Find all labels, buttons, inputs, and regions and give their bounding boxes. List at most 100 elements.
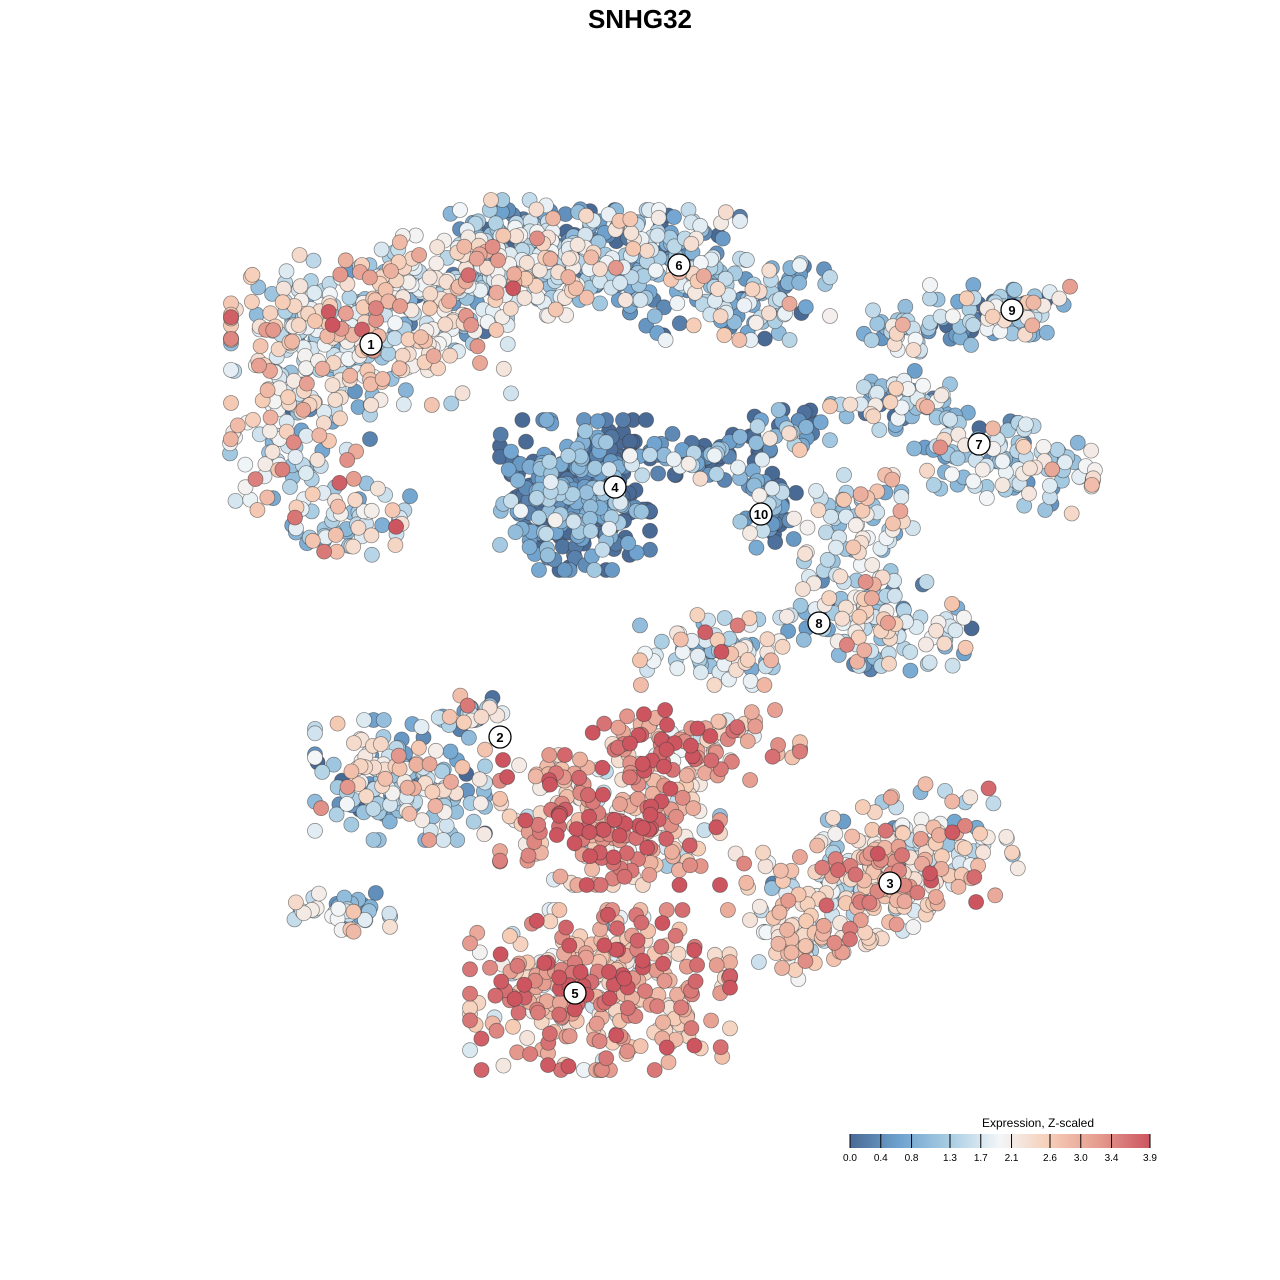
cell-point: [985, 420, 1001, 437]
cell-point: [865, 408, 882, 425]
cell-point: [443, 395, 460, 412]
cell-point: [512, 502, 529, 519]
cell-point: [685, 800, 702, 817]
cell-point: [786, 510, 802, 527]
cell-point: [619, 1000, 636, 1016]
cell-point: [434, 763, 451, 780]
cell-point: [592, 295, 608, 312]
cell-point: [601, 520, 617, 537]
cell-point: [1063, 505, 1080, 522]
cell-point: [538, 525, 555, 542]
cell-point: [460, 729, 477, 746]
cell-point: [339, 452, 356, 468]
cell-point: [880, 615, 896, 631]
cell-point: [596, 937, 613, 954]
cell-point: [424, 784, 441, 800]
cell-point: [957, 818, 973, 834]
cell-point: [919, 462, 935, 479]
cell-point: [584, 724, 601, 741]
cell-point: [337, 305, 354, 322]
cell-point: [569, 236, 586, 253]
cell-point: [619, 1043, 636, 1060]
cell-point: [516, 290, 533, 306]
cell-point: [520, 847, 537, 864]
cell-point: [678, 767, 695, 784]
cell-point: [680, 455, 697, 472]
cell-point: [413, 719, 430, 735]
cell-point: [566, 835, 583, 852]
cluster-badge-circle: [878, 871, 902, 895]
cell-point: [1069, 434, 1086, 451]
cell-point: [528, 490, 545, 506]
colorbar-tick-label: 2.1: [1005, 1153, 1019, 1164]
cell-point: [632, 617, 648, 634]
cell-point: [888, 380, 904, 397]
cell-point: [506, 266, 523, 283]
cell-point: [928, 889, 944, 905]
cell-point: [412, 329, 429, 346]
cell-point: [712, 308, 729, 325]
cell-point: [332, 266, 349, 283]
cell-point: [653, 938, 670, 955]
cell-point: [608, 259, 624, 276]
cell-point: [601, 461, 617, 478]
cell-point: [642, 541, 658, 558]
cell-point: [367, 885, 384, 901]
cell-point: [799, 519, 816, 536]
cell-point: [588, 1015, 605, 1032]
cell-point: [917, 776, 934, 793]
cell-point: [658, 830, 675, 847]
cell-point: [577, 423, 594, 440]
cell-point: [1083, 442, 1099, 459]
cell-point: [932, 439, 949, 456]
cell-point: [658, 741, 675, 758]
cell-point: [615, 412, 631, 428]
cell-point: [507, 524, 524, 541]
cluster-badge-circle: [563, 981, 587, 1005]
cell-point: [792, 849, 808, 865]
cell-point: [818, 897, 835, 914]
cell-point: [779, 608, 795, 625]
cell-point: [994, 453, 1011, 470]
cell-point: [435, 832, 452, 848]
cell-point: [931, 827, 947, 843]
cell-point: [381, 905, 398, 922]
cell-point: [825, 810, 841, 826]
cell-point: [689, 720, 706, 737]
cluster-badge-text: 1: [367, 337, 374, 352]
cell-point: [331, 474, 348, 491]
cell-point: [633, 677, 649, 693]
cell-point: [732, 428, 748, 445]
cell-point: [655, 955, 671, 972]
cell-point: [713, 644, 730, 660]
legend-title: Expression, Z-scaled: [982, 1116, 1094, 1130]
cell-point: [402, 488, 418, 505]
cell-point: [264, 443, 281, 460]
cell-point: [884, 471, 901, 488]
cell-point: [647, 262, 664, 279]
cell-point: [757, 858, 774, 875]
cell-point: [591, 1033, 608, 1050]
cell-point: [686, 942, 703, 959]
cell-point: [788, 484, 804, 501]
cell-point: [963, 620, 980, 637]
cell-point: [421, 832, 438, 848]
cell-point: [764, 748, 781, 765]
cell-point: [509, 472, 526, 489]
cell-point: [274, 294, 291, 311]
cell-point: [428, 255, 445, 272]
cell-point: [595, 786, 611, 803]
cell-point: [886, 587, 903, 604]
cell-point: [706, 677, 723, 693]
cell-point: [495, 227, 512, 244]
cell-point: [683, 1020, 700, 1037]
cell-point: [509, 958, 526, 974]
cell-point: [956, 609, 972, 626]
cell-point: [356, 712, 373, 728]
cell-point: [649, 998, 666, 1015]
cell-point: [492, 537, 508, 553]
cell-point: [488, 284, 505, 301]
cell-point: [944, 824, 961, 841]
cell-point: [906, 440, 923, 457]
